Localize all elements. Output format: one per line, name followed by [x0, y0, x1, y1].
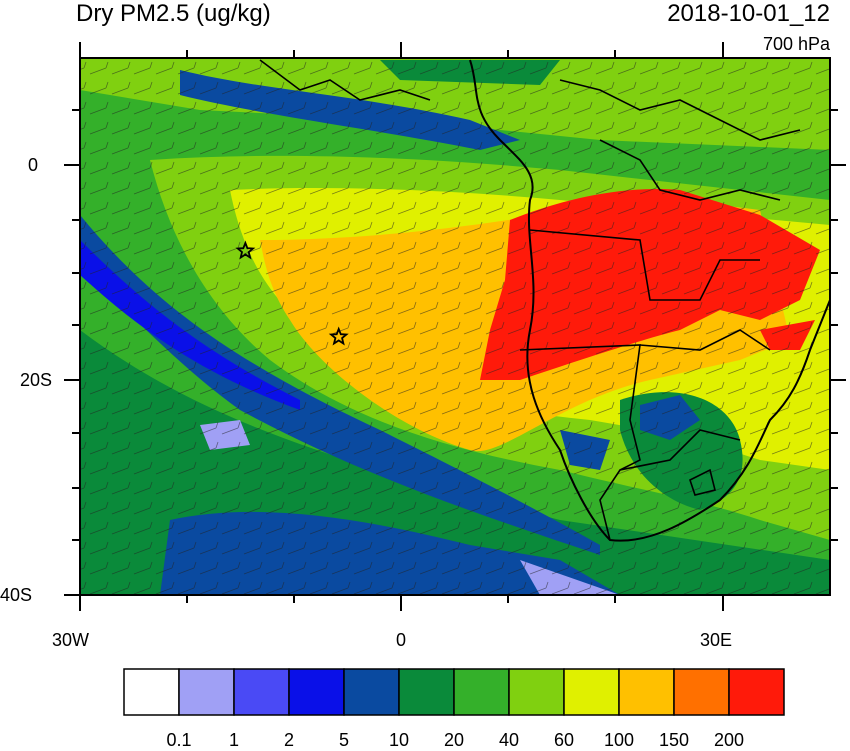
colorbar-swatch: [508, 668, 565, 716]
colorbar-swatch: [233, 668, 290, 716]
lon-label-30w: 30W: [52, 630, 90, 650]
colorbar-swatch: [563, 668, 620, 716]
colorbar-label: 5: [338, 730, 350, 750]
colorbar-swatch: [673, 668, 730, 716]
lat-label-40s: 40S: [0, 585, 33, 605]
colorbar-swatch: [398, 668, 455, 716]
pressure-level: 700 hPa: [762, 34, 830, 54]
map-title: Dry PM2.5 (ug/kg): [76, 0, 271, 27]
colorbar-swatch: [178, 668, 235, 716]
colorbar-label: 1: [228, 730, 240, 750]
valid-datetime: 2018-10-01_12: [667, 0, 830, 27]
colorbar-label: 200: [713, 730, 745, 750]
star-east-marker: [328, 326, 349, 346]
pm25-field: [80, 58, 830, 595]
colorbar-swatch: [343, 668, 400, 716]
colorbar-swatch: [728, 668, 785, 716]
axis-ticks: [64, 42, 846, 611]
colorbar-label: 2: [283, 730, 295, 750]
lon-label-30e: 30E: [700, 630, 733, 650]
colorbar-label: 150: [658, 730, 690, 750]
colorbar-label: 40: [498, 730, 520, 750]
colorbar: [123, 668, 785, 716]
colorbar-label: 10: [388, 730, 410, 750]
colorbar-swatch: [123, 668, 180, 716]
lon-label-0: 0: [396, 630, 407, 650]
colorbar-swatch: [288, 668, 345, 716]
colorbar-swatch: [618, 668, 675, 716]
colorbar-label: 20: [443, 730, 465, 750]
colorbar-label: 0.1: [166, 730, 192, 750]
map-frame: [79, 57, 831, 596]
colorbar-label: 60: [553, 730, 575, 750]
lat-label-20s: 20S: [20, 370, 53, 390]
colorbar-swatch: [453, 668, 510, 716]
star-west-marker: [235, 240, 256, 260]
colorbar-label: 100: [603, 730, 635, 750]
lat-label-0: 0: [28, 155, 39, 175]
